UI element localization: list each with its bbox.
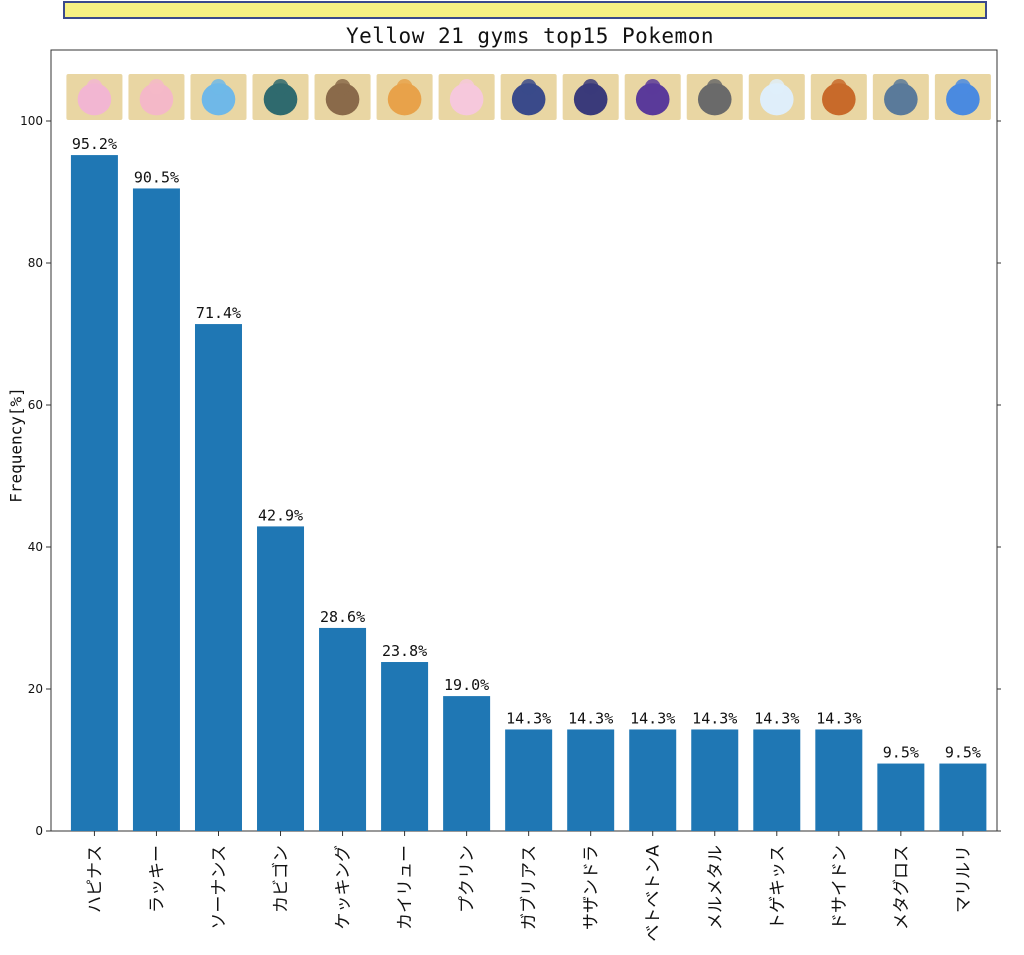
bar-3: [257, 526, 305, 831]
x-tick-label: プクリン: [458, 845, 478, 913]
x-tick-label: メルメタル: [706, 845, 726, 930]
wobbuffet-icon: [190, 74, 247, 120]
bar-2: [194, 324, 242, 831]
bar-5: [381, 662, 429, 831]
bar-value-label: 42.9%: [258, 506, 303, 524]
dragonite-icon: [376, 74, 433, 120]
bar-value-label: 14.3%: [816, 709, 861, 727]
y-tick-label: 100: [20, 114, 43, 128]
x-tick-label: ラッキー: [147, 845, 167, 913]
x-tick-label: ハピナス: [85, 845, 105, 913]
hydreigon-icon: [562, 74, 619, 120]
x-tick-label: マリルリ: [954, 845, 974, 913]
slaking-icon: [314, 74, 371, 120]
bar-11: [753, 729, 801, 831]
melmetal-icon: [686, 74, 743, 120]
chansey-icon: [128, 74, 185, 120]
snorlax-icon: [252, 74, 309, 120]
chart-title: Yellow 21 gyms top15 Pokemon: [345, 24, 714, 48]
bar-value-label: 9.5%: [883, 744, 919, 762]
x-tick-label: ソーナンス: [209, 845, 229, 930]
y-tick-label: 0: [35, 824, 43, 838]
x-tick-label: メタグロス: [892, 845, 912, 930]
x-tick-label: サザンドラ: [582, 845, 602, 930]
bar-value-label: 90.5%: [134, 168, 179, 186]
x-tick-label: カイリュー: [396, 845, 416, 930]
alolan-muk-icon: [624, 74, 681, 120]
bar-1: [132, 188, 180, 831]
togekiss-icon: [748, 74, 805, 120]
bar-13: [877, 763, 925, 831]
rhyperior-icon: [810, 74, 867, 120]
x-tick-label: ケッキング: [334, 845, 354, 930]
y-tick-label: 40: [28, 540, 43, 554]
bar-value-label: 71.4%: [196, 304, 241, 322]
y-tick-label: 60: [28, 398, 43, 412]
bar-14: [939, 763, 987, 831]
garchomp-icon: [500, 74, 557, 120]
y-tick-label: 80: [28, 256, 43, 270]
bar-value-label: 14.3%: [754, 709, 799, 727]
bar-10: [691, 729, 739, 831]
bar-9: [629, 729, 677, 831]
bar-value-label: 14.3%: [630, 709, 675, 727]
bar-value-label: 28.6%: [320, 608, 365, 626]
bar-6: [443, 696, 491, 831]
header-banner: [63, 1, 987, 19]
x-tick-label: ガブリアス: [519, 845, 540, 930]
x-tick-label: カビゴン: [271, 845, 292, 913]
bar-0: [70, 155, 118, 831]
bar-value-label: 23.8%: [382, 642, 427, 660]
bar-8: [567, 729, 615, 831]
bar-value-label: 19.0%: [444, 676, 489, 694]
bar-4: [319, 627, 367, 831]
x-tick-label: ベトベトンA: [644, 845, 664, 942]
metagross-icon: [872, 74, 929, 120]
y-tick-label: 20: [28, 682, 43, 696]
bar-value-label: 95.2%: [72, 135, 117, 153]
bar-12: [815, 729, 863, 831]
wigglytuff-icon: [438, 74, 495, 120]
bar-7: [505, 729, 553, 831]
bar-value-label: 14.3%: [568, 709, 613, 727]
x-tick-label: トゲキッス: [768, 845, 788, 930]
bar-value-label: 14.3%: [692, 709, 737, 727]
bar-value-label: 9.5%: [945, 744, 981, 762]
x-tick-label: ドサイドン: [830, 845, 850, 930]
blissey-icon: [66, 74, 123, 120]
bar-value-label: 14.3%: [506, 709, 551, 727]
azumarill-icon: [934, 74, 991, 120]
